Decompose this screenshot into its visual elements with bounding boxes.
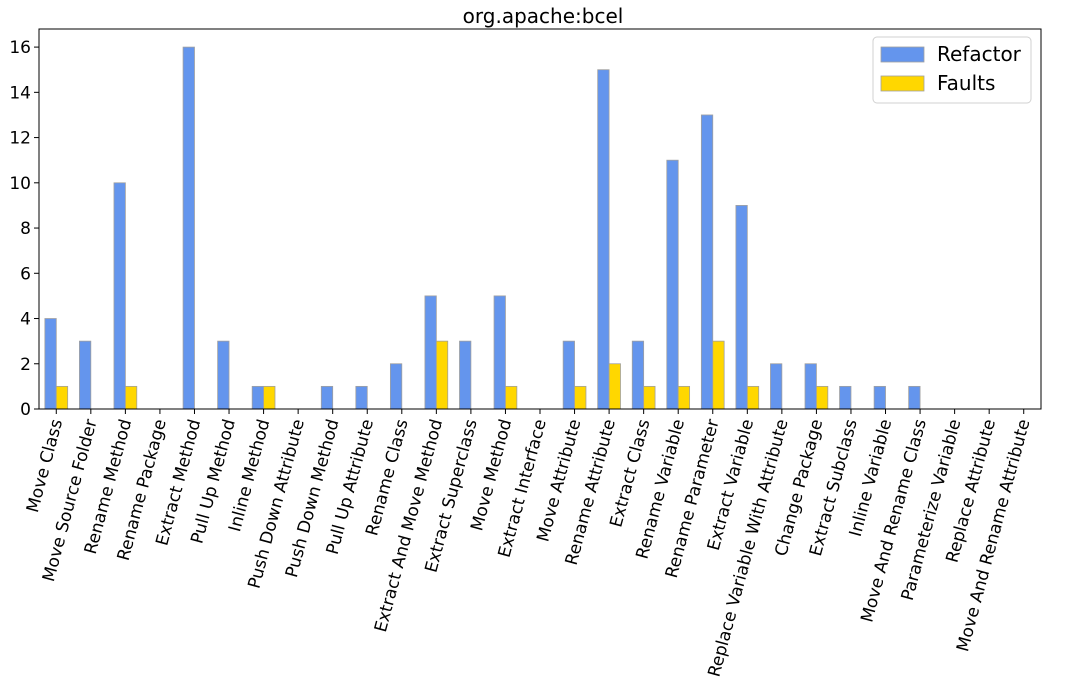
bar-faults-2 bbox=[124, 385, 138, 410]
y-tick-label: 10 bbox=[9, 174, 31, 194]
bar-faults-19 bbox=[712, 340, 725, 410]
bar-faults-11 bbox=[435, 340, 449, 410]
bar-refactor-11 bbox=[424, 295, 437, 410]
y-tick-label: 16 bbox=[9, 38, 31, 58]
y-tick-label: 0 bbox=[20, 400, 31, 420]
bar-refactor-12 bbox=[459, 340, 472, 410]
bar-faults-0 bbox=[55, 385, 69, 410]
legend-label-faults: Faults bbox=[937, 71, 995, 95]
bar-refactor-4 bbox=[182, 46, 195, 410]
legend-label-refactor: Refactor bbox=[937, 42, 1022, 66]
bar-refactor-18 bbox=[666, 159, 679, 410]
y-tick-label: 8 bbox=[20, 219, 31, 239]
legend-swatch-refactor bbox=[880, 46, 925, 63]
bar-refactor-19 bbox=[700, 114, 714, 410]
bar-refactor-21 bbox=[770, 363, 783, 410]
bar-refactor-22 bbox=[804, 363, 817, 410]
bar-refactor-6 bbox=[251, 385, 264, 410]
y-tick-label: 6 bbox=[20, 264, 31, 284]
bar-refactor-23 bbox=[839, 385, 852, 410]
bar-faults-15 bbox=[574, 385, 587, 410]
bar-refactor-15 bbox=[562, 340, 575, 410]
y-tick-label: 14 bbox=[9, 83, 31, 103]
bar-refactor-9 bbox=[355, 385, 368, 410]
y-tick-label: 2 bbox=[20, 355, 31, 375]
bar-refactor-17 bbox=[631, 340, 645, 410]
bar-faults-17 bbox=[643, 385, 656, 410]
bar-faults-16 bbox=[608, 363, 621, 410]
legend-swatch-faults bbox=[880, 75, 925, 92]
bars-group bbox=[44, 46, 921, 410]
bar-faults-22 bbox=[816, 385, 829, 410]
bar-refactor-24 bbox=[873, 385, 886, 410]
bar-refactor-2 bbox=[113, 182, 126, 410]
bar-refactor-5 bbox=[217, 340, 230, 410]
bar-faults-18 bbox=[677, 385, 691, 410]
bar-refactor-0 bbox=[44, 318, 57, 410]
bar-refactor-25 bbox=[908, 385, 921, 410]
y-axis: 0 2 4 6 8 10 12 14 16 bbox=[9, 38, 39, 420]
y-tick-label: 12 bbox=[9, 129, 31, 149]
bar-refactor-8 bbox=[320, 385, 334, 410]
bar-refactor-10 bbox=[389, 363, 403, 410]
y-tick-label: 4 bbox=[20, 310, 31, 330]
chart-title: org.apache:bcel bbox=[463, 4, 624, 28]
bar-refactor-1 bbox=[79, 340, 92, 410]
legend: Refactor Faults bbox=[872, 36, 1032, 104]
bar-refactor-20 bbox=[735, 205, 748, 410]
plot-frame bbox=[38, 28, 1042, 410]
bar-faults-20 bbox=[746, 385, 760, 410]
bar-faults-6 bbox=[263, 385, 276, 410]
bar-refactor-16 bbox=[597, 69, 610, 410]
bar-refactor-13 bbox=[493, 295, 506, 410]
bar-faults-13 bbox=[505, 385, 518, 410]
